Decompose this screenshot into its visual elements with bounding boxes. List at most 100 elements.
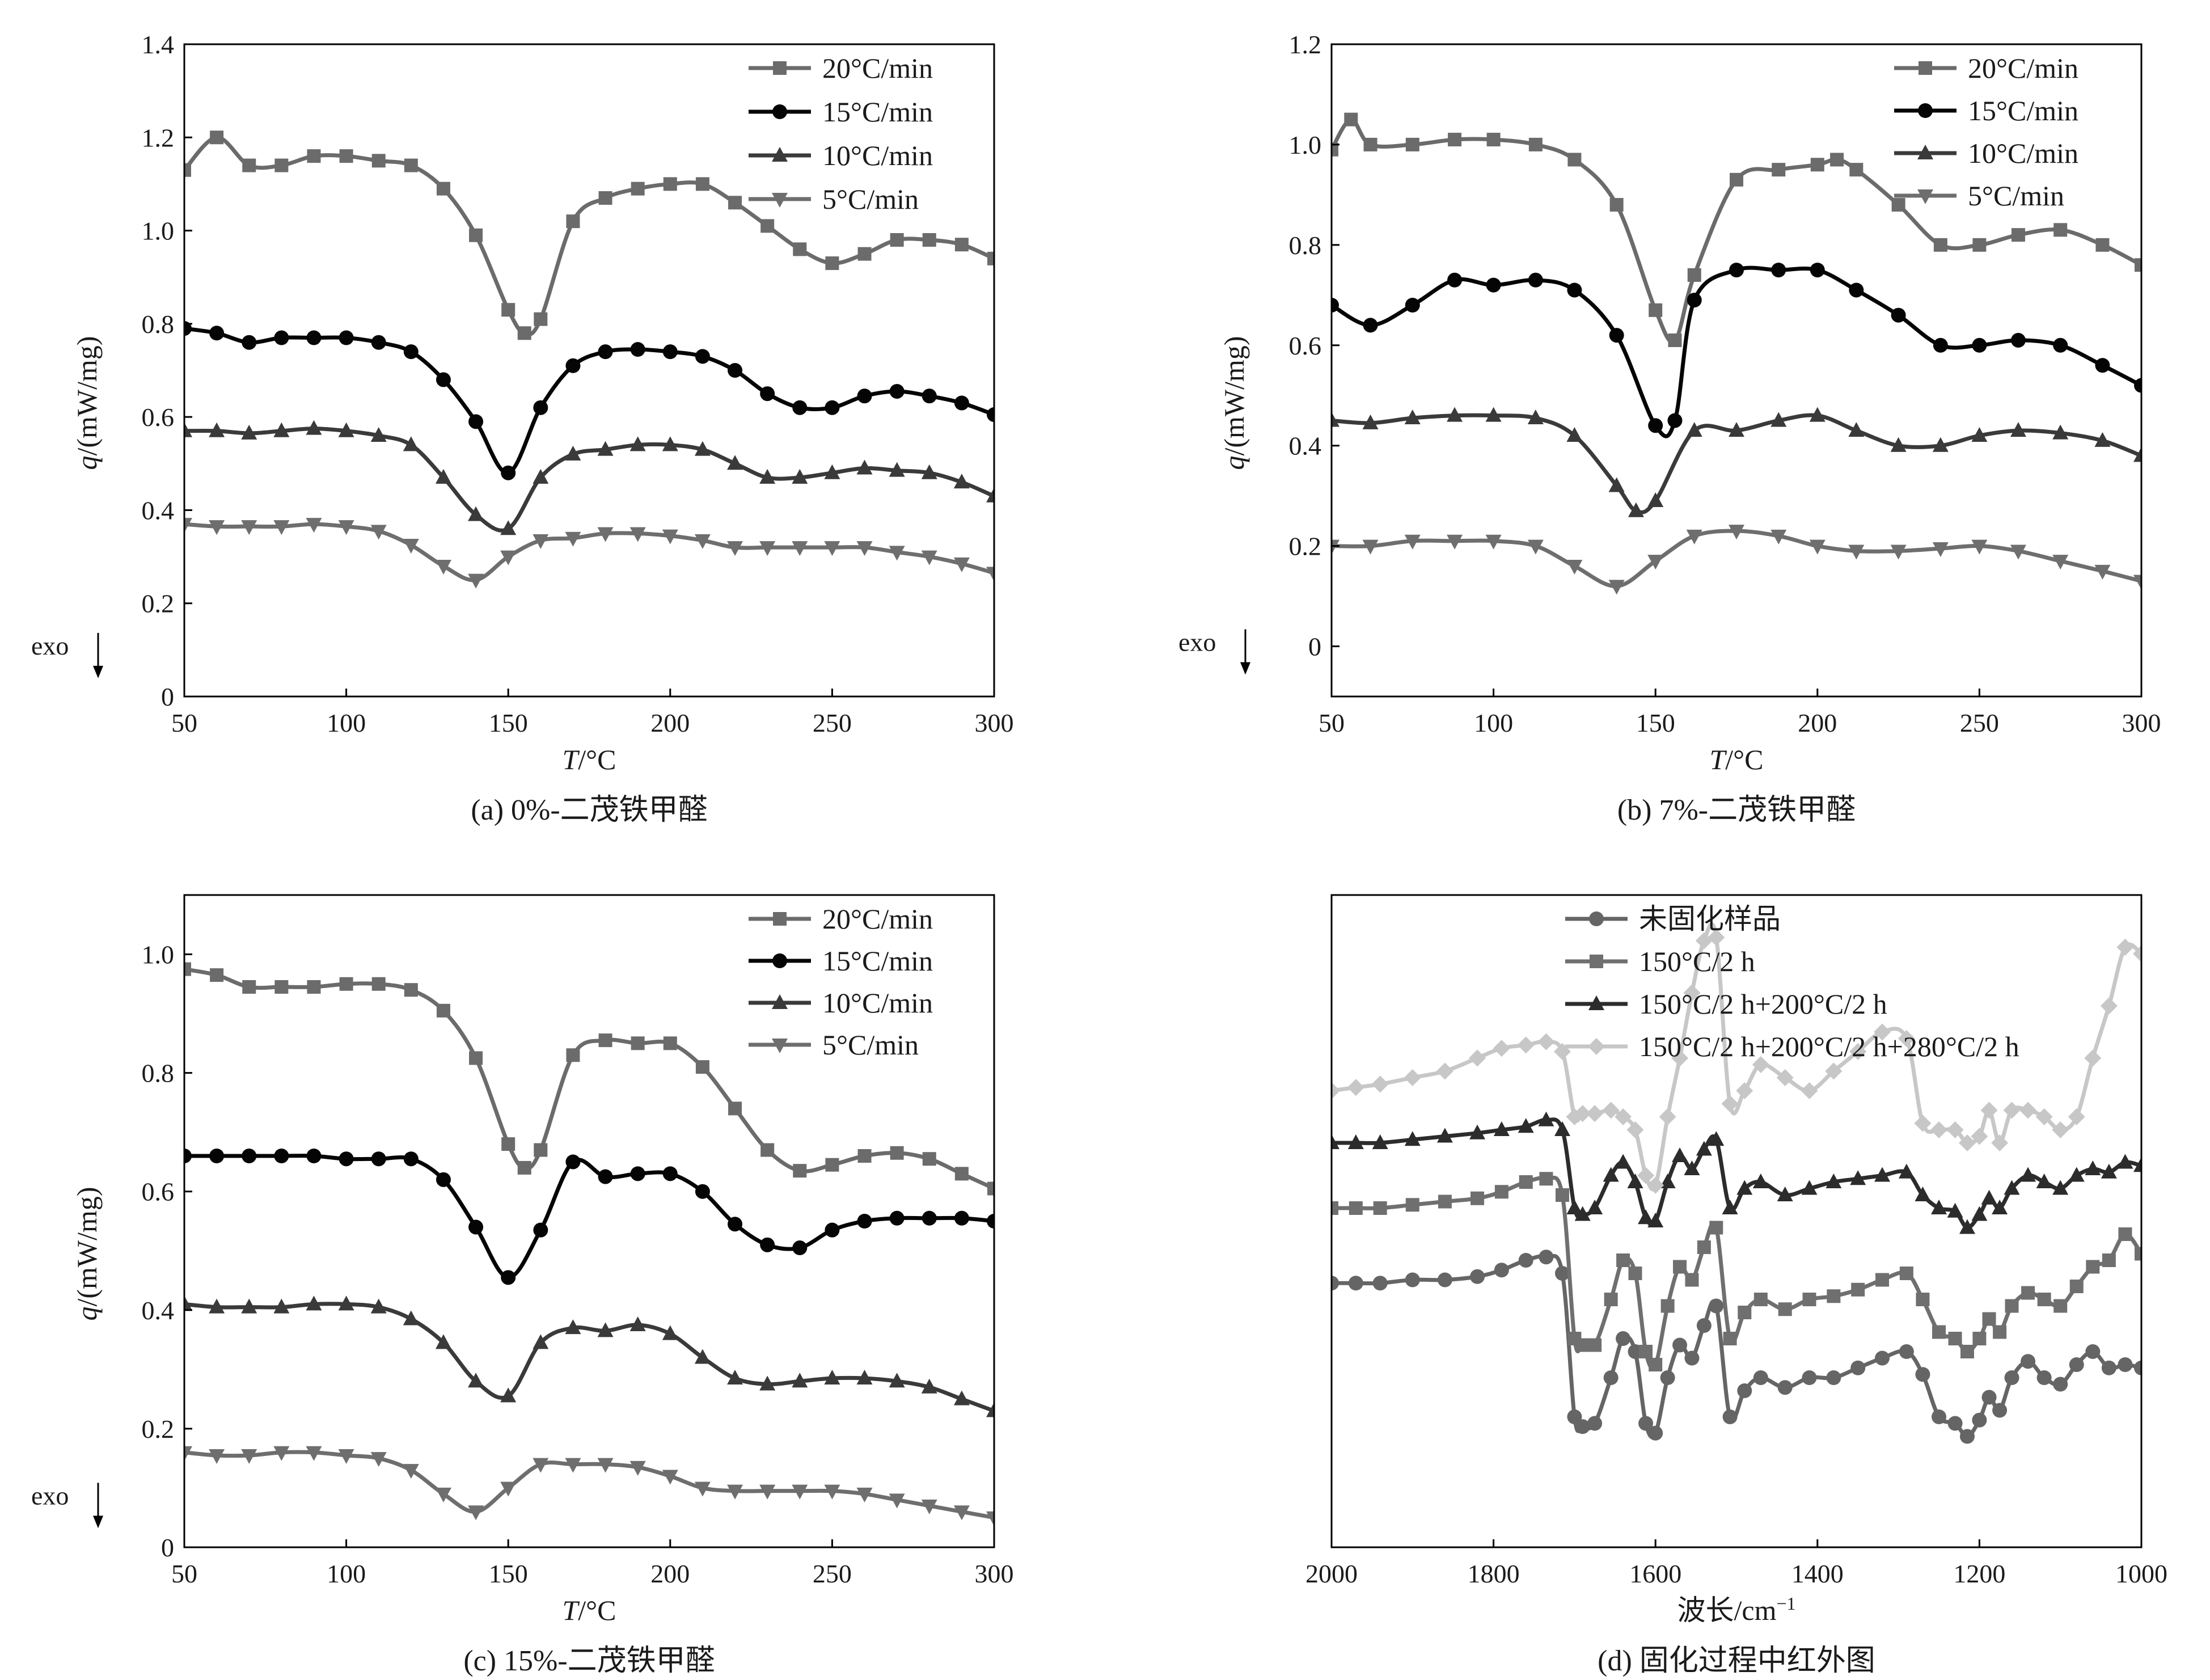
data-point-d-1-44 [2086,1260,2100,1274]
data-point-b-1-15 [1891,307,1906,323]
data-point-a-1-11 [533,400,548,415]
data-point-a-1-18 [760,386,775,402]
y-tick-label-a-7: 1.4 [142,30,175,59]
data-point-b-3-0 [1332,539,1339,555]
data-point-b-3-17 [2010,544,2026,560]
data-point-a-0-13 [566,214,580,229]
data-point-a-2-3 [273,422,290,437]
y-axis-title-unit-b: /(mW/mg) [1218,336,1250,455]
data-point-b-3-18 [2052,555,2069,570]
data-point-d-3-7 [1517,1036,1535,1054]
data-point-d-0-26 [1777,1380,1793,1395]
data-point-d-1-23 [1723,1332,1737,1345]
data-point-d-3-14 [1615,1108,1632,1125]
data-point-d-0-46 [2118,1357,2133,1372]
legend-marker-c-0 [773,912,787,926]
data-point-d-0-34 [1947,1416,1963,1431]
plot-frame-c [183,894,995,1548]
data-point-c-1-0 [184,1149,192,1163]
y-tick-label-c-1: 0.2 [142,1415,175,1443]
x-tick-label-d-1: 1800 [1468,1559,1520,1588]
data-point-a-1-6 [371,335,386,350]
y-tick-label-b-2: 0.4 [1289,432,1322,461]
x-tick-label-c-4: 250 [813,1559,852,1588]
data-point-c-3-19 [792,1484,808,1500]
data-point-b-3-10 [1729,525,1744,540]
data-point-b-1-5 [1528,272,1543,288]
data-point-d-0-29 [1850,1360,1866,1375]
data-point-a-0-18 [728,196,742,210]
data-point-c-3-16 [694,1481,711,1497]
data-point-d-2-40 [2020,1167,2036,1182]
data-point-a-3-3 [273,520,290,535]
data-point-d-0-1 [1348,1276,1363,1291]
legend-label-b-2: 10°C/min [1968,137,2078,169]
data-point-c-2-5 [338,1295,354,1311]
data-point-b-2-10 [1686,422,1702,437]
data-point-d-0-33 [1932,1409,1946,1424]
legend-marker-b-1 [1918,103,1933,118]
data-point-b-1-10 [1687,293,1702,308]
data-point-a-1-4 [306,330,322,345]
data-point-d-0-28 [1826,1370,1841,1385]
data-point-d-3-17 [1647,1176,1664,1194]
data-point-d-0-24 [1737,1383,1752,1398]
data-point-b-0-14 [1810,158,1824,172]
data-point-b-3-14 [1890,544,1907,560]
data-point-b-0-11 [1687,268,1701,282]
data-point-c-3-18 [759,1484,776,1500]
data-point-d-0-36 [1972,1412,1987,1428]
legend-marker-c-1 [772,953,787,968]
panel-d-ir-curing: 2000 1800 1600 1400 1200 1000 波长/cm−1 未固化样品 150°… [1305,894,2167,1677]
data-point-b-2-3 [1447,407,1463,422]
data-point-d-0-15 [1628,1344,1643,1359]
data-point-d-1-7 [1519,1175,1533,1189]
data-point-a-2-0 [184,422,192,437]
x-axis-title-unit-c: /°C [578,1594,616,1626]
legend-marker-b-0 [1919,61,1932,75]
data-point-d-3-32 [1914,1115,1932,1132]
data-point-c-3-5 [338,1449,354,1464]
data-point-a-0-12 [534,312,548,326]
data-point-d-3-16 [1637,1167,1655,1184]
data-point-d-1-36 [1972,1332,1987,1345]
data-point-a-1-16 [695,349,710,364]
panel-b-dsc-7-percent: 50 100 150 200 250 300 0 0.2 0.4 0.6 0.8 1.0 1.2 T/°C… [1178,30,2161,826]
data-point-a-1-23 [922,389,937,404]
legend-label-b-0: 20°C/min [1968,52,2078,84]
data-point-b-2-1 [1362,414,1379,429]
data-point-d-1-17 [1649,1358,1663,1371]
x-tick-label-b-3: 200 [1798,708,1837,737]
data-point-d-0-45 [2101,1360,2116,1375]
data-point-a-1-10 [501,465,516,480]
data-point-a-1-1 [209,326,225,341]
data-point-c-2-18 [759,1375,776,1391]
data-point-d-3-39 [2003,1101,2021,1119]
data-point-d-3-11 [1574,1105,1591,1122]
data-point-d-1-26 [1778,1302,1792,1316]
data-point-b-1-6 [1567,282,1582,298]
data-point-d-0-32 [1915,1367,1930,1382]
plot-frame-d [1330,894,2143,1548]
data-point-a-2-19 [792,468,808,484]
data-point-b-0-19 [1972,238,1987,252]
data-point-c-2-2 [241,1298,257,1314]
data-point-b-2-19 [2052,424,2069,440]
data-point-c-3-15 [662,1470,678,1485]
data-point-a-0-23 [890,233,904,247]
data-point-c-2-7 [403,1310,419,1326]
x-axis-title-var-a: T [562,744,580,775]
data-point-c-0-3 [274,980,289,994]
data-point-d-0-41 [2036,1370,2052,1385]
y-axis-title-var-c: q [71,1307,103,1321]
data-point-d-1-40 [2021,1286,2035,1300]
data-point-d-3-38 [1991,1134,2009,1151]
data-point-d-2-38 [1992,1200,2008,1214]
data-point-d-1-30 [1875,1273,1890,1287]
data-point-d-3-37 [1980,1101,1998,1119]
data-point-d-3-30 [1874,1023,1891,1041]
data-point-d-1-39 [2005,1299,2019,1313]
series-d-x [1332,1250,2141,1444]
data-point-d-2-7 [1518,1118,1534,1133]
x-tick-label-b-4: 250 [1960,708,1999,737]
